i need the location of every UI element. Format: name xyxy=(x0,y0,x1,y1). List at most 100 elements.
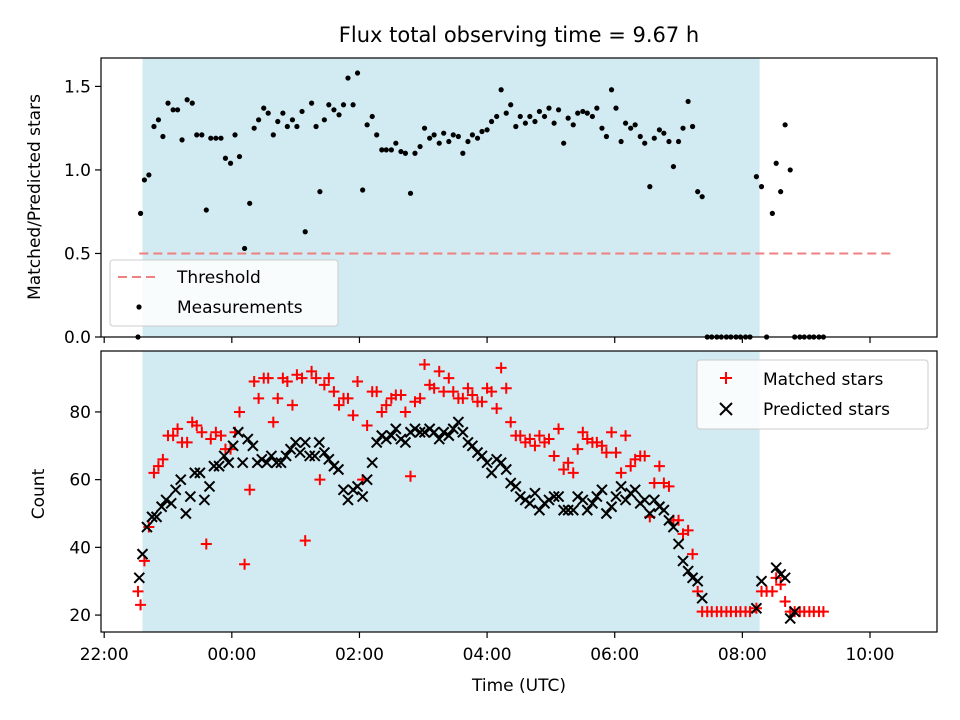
measurement-point xyxy=(469,132,476,138)
predicted-star-point xyxy=(457,426,469,438)
measurement-point xyxy=(536,108,543,115)
predicted-star-point xyxy=(577,494,589,506)
bottom-legend: Matched stars Predicted stars xyxy=(696,359,929,430)
predicted-star-point xyxy=(596,484,608,496)
matched-star-point xyxy=(577,426,589,438)
measurement-point xyxy=(651,135,657,141)
matched-star-point xyxy=(148,467,160,479)
predicted-star-point xyxy=(476,450,488,462)
predicted-star-point xyxy=(155,501,168,513)
measurement-point xyxy=(227,160,234,166)
measurement-point xyxy=(594,105,600,111)
matched-star-point xyxy=(447,386,459,398)
matched-star-point xyxy=(687,548,699,560)
measurement-point xyxy=(275,118,281,125)
measurement-point xyxy=(294,123,300,130)
matched-star-point xyxy=(380,399,392,411)
predicted-star-point xyxy=(552,490,565,503)
matched-star-point xyxy=(443,372,455,384)
matched-star-point xyxy=(399,406,411,418)
measurement-point xyxy=(174,107,181,113)
measurement-point xyxy=(151,123,157,130)
predicted-star-point xyxy=(337,484,350,496)
predicted-star-point xyxy=(141,521,153,533)
measurement-point xyxy=(647,184,653,190)
predicted-star-point xyxy=(428,426,440,438)
matched-star-point xyxy=(135,599,147,611)
measurement-point xyxy=(308,100,315,106)
measurement-point xyxy=(522,120,528,126)
predicted-star-point xyxy=(543,494,555,506)
measurement-point xyxy=(326,102,332,108)
predicted-star-point xyxy=(208,460,220,472)
predicted-star-point xyxy=(198,494,211,506)
x-tick-label: 02:00 xyxy=(335,645,384,665)
measurement-point xyxy=(141,177,147,183)
measurement-point xyxy=(773,160,779,166)
matched-star-point xyxy=(196,426,208,438)
measurement-point xyxy=(527,113,533,120)
top-y-tick-label: 0.5 xyxy=(64,244,91,264)
measurement-point xyxy=(232,132,238,138)
predicted-star-point xyxy=(686,572,699,584)
matched-star-point xyxy=(673,514,685,526)
measurement-point xyxy=(340,102,347,108)
predicted-star-point xyxy=(313,436,325,449)
matched-star-point xyxy=(457,392,469,404)
measurement-point xyxy=(613,105,619,111)
bottom-y-tick-label: 20 xyxy=(69,606,91,626)
matched-star-point xyxy=(653,460,665,472)
measurement-point xyxy=(170,107,176,113)
matched-star-point xyxy=(600,447,612,459)
matched-star-point xyxy=(562,457,574,469)
matched-star-point xyxy=(267,416,279,428)
matched-star-point xyxy=(286,399,298,411)
measurement-point xyxy=(494,113,500,120)
predicted-star-point xyxy=(557,504,570,516)
matched-star-point xyxy=(428,382,440,394)
predicted-star-point xyxy=(284,443,297,455)
measurement-point xyxy=(758,184,765,190)
predicted-star-point xyxy=(303,450,316,462)
predicted-star-point xyxy=(385,429,398,442)
measurement-point xyxy=(251,125,257,131)
predicted-star-point xyxy=(165,497,177,510)
measurement-point xyxy=(270,132,276,138)
measurement-point xyxy=(632,122,638,128)
matched-star-point xyxy=(663,480,675,492)
measurement-point xyxy=(570,122,576,128)
matched-star-point xyxy=(253,392,265,404)
matched-star-point xyxy=(172,423,184,435)
matched-star-point xyxy=(306,365,318,377)
x-tick-label: 00:00 xyxy=(207,645,256,665)
matched-star-point xyxy=(143,521,155,533)
matched-star-point xyxy=(215,430,227,442)
predicted-star-point xyxy=(600,507,613,520)
top-legend-box xyxy=(109,259,339,327)
bottom-panel: 20 40 60 80 22:00 00:00 02:00 04:00 06:00 08:00 1… xyxy=(29,350,938,696)
predicted-star-point xyxy=(256,453,268,466)
measurement-point xyxy=(642,140,648,146)
predicted-star-point xyxy=(280,450,292,462)
predicted-star-point xyxy=(615,480,627,493)
matched-star-point xyxy=(314,474,326,486)
top-panel: 0.0 0.5 1.0 1.5 Matched/Predicted stars Thr… xyxy=(25,57,938,348)
top-x-ticks xyxy=(103,337,871,343)
matched-star-point xyxy=(191,419,203,431)
measurement-point xyxy=(179,137,185,143)
measurement-point xyxy=(299,108,305,115)
measurement-point xyxy=(565,115,571,121)
measurement-point xyxy=(218,135,224,141)
measurement-point xyxy=(321,117,327,123)
measurement-point xyxy=(441,130,447,136)
predicted-star-point xyxy=(418,426,431,438)
predicted-star-point xyxy=(784,612,796,625)
measurement-point xyxy=(247,200,253,206)
matched-star-point xyxy=(310,372,322,384)
matched-star-point xyxy=(558,463,570,475)
bottom-y-tick-label: 40 xyxy=(69,538,91,558)
matched-star-point xyxy=(233,406,245,418)
predicted-star-point xyxy=(524,497,536,510)
predicted-star-point xyxy=(443,429,455,442)
predicted-star-point xyxy=(169,484,182,496)
